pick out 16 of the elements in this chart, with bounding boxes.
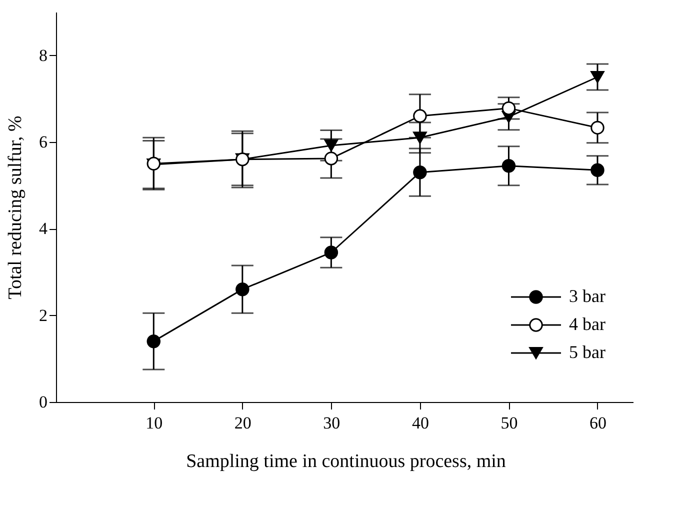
x-axis-title: Sampling time in continuous process, min — [186, 451, 506, 472]
legend-label: 3 bar — [569, 286, 606, 306]
y-tick-label: 0 — [39, 392, 48, 412]
x-tick-label: 40 — [412, 414, 429, 432]
y-tick-label: 8 — [39, 46, 48, 65]
y-tick-label: 4 — [39, 219, 48, 238]
legend-label: 5 bar — [569, 342, 606, 362]
x-tick-label: 20 — [234, 414, 252, 432]
x-tick-label: 50 — [500, 414, 518, 432]
x-tick-label: 30 — [323, 414, 340, 432]
x-tick-label: 60 — [589, 414, 606, 432]
y-tick-label: 6 — [39, 132, 48, 152]
legend-label: 4 bar — [569, 314, 606, 334]
y-tick-label: 2 — [39, 306, 48, 325]
x-tick-label: 10 — [146, 414, 163, 432]
y-axis-title: Total reducing sulfur, % — [5, 116, 26, 300]
